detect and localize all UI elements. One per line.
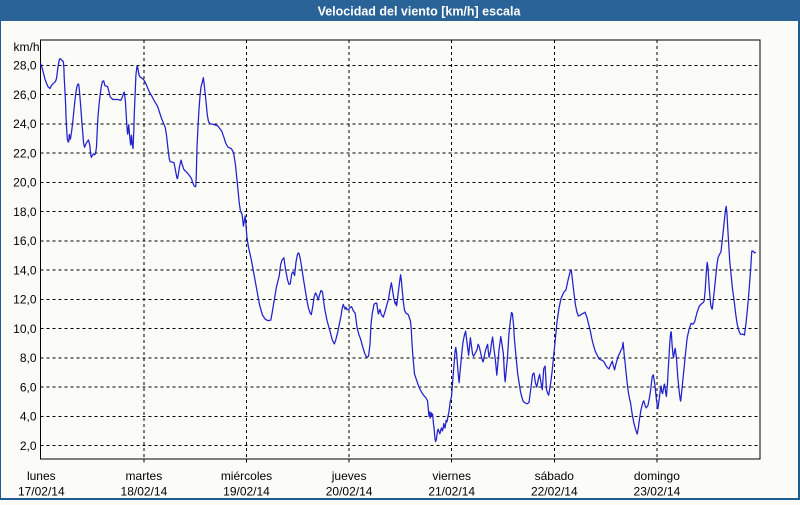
svg-text:Velocidad del viento [km/h] es: Velocidad del viento [km/h] escala: [318, 5, 522, 19]
svg-text:viernes: viernes: [432, 469, 471, 483]
svg-text:21/02/14: 21/02/14: [428, 485, 475, 499]
svg-text:lunes: lunes: [27, 469, 56, 483]
svg-text:martes: martes: [126, 469, 163, 483]
svg-text:miércoles: miércoles: [221, 469, 272, 483]
svg-text:2,0: 2,0: [20, 439, 37, 453]
svg-text:18/02/14: 18/02/14: [121, 485, 168, 499]
svg-text:6,0: 6,0: [20, 380, 37, 394]
svg-text:26,0: 26,0: [13, 88, 37, 102]
svg-text:28,0: 28,0: [13, 59, 37, 73]
svg-text:22,0: 22,0: [13, 146, 37, 160]
svg-text:12,0: 12,0: [13, 293, 37, 307]
svg-text:20/02/14: 20/02/14: [326, 485, 373, 499]
svg-text:km/h: km/h: [14, 40, 40, 54]
svg-text:17/02/14: 17/02/14: [18, 485, 65, 499]
svg-text:domingo: domingo: [634, 469, 680, 483]
svg-text:16,0: 16,0: [13, 234, 37, 248]
svg-text:22/02/14: 22/02/14: [531, 485, 578, 499]
svg-text:23/02/14: 23/02/14: [634, 485, 681, 499]
svg-text:sábado: sábado: [535, 469, 575, 483]
svg-text:20,0: 20,0: [13, 176, 37, 190]
svg-text:8,0: 8,0: [20, 351, 37, 365]
svg-text:24,0: 24,0: [13, 117, 37, 131]
svg-text:jueves: jueves: [331, 469, 367, 483]
svg-text:18,0: 18,0: [13, 205, 37, 219]
svg-text:4,0: 4,0: [20, 410, 37, 424]
svg-text:19/02/14: 19/02/14: [223, 485, 270, 499]
svg-text:14,0: 14,0: [13, 263, 37, 277]
svg-text:10,0: 10,0: [13, 322, 37, 336]
